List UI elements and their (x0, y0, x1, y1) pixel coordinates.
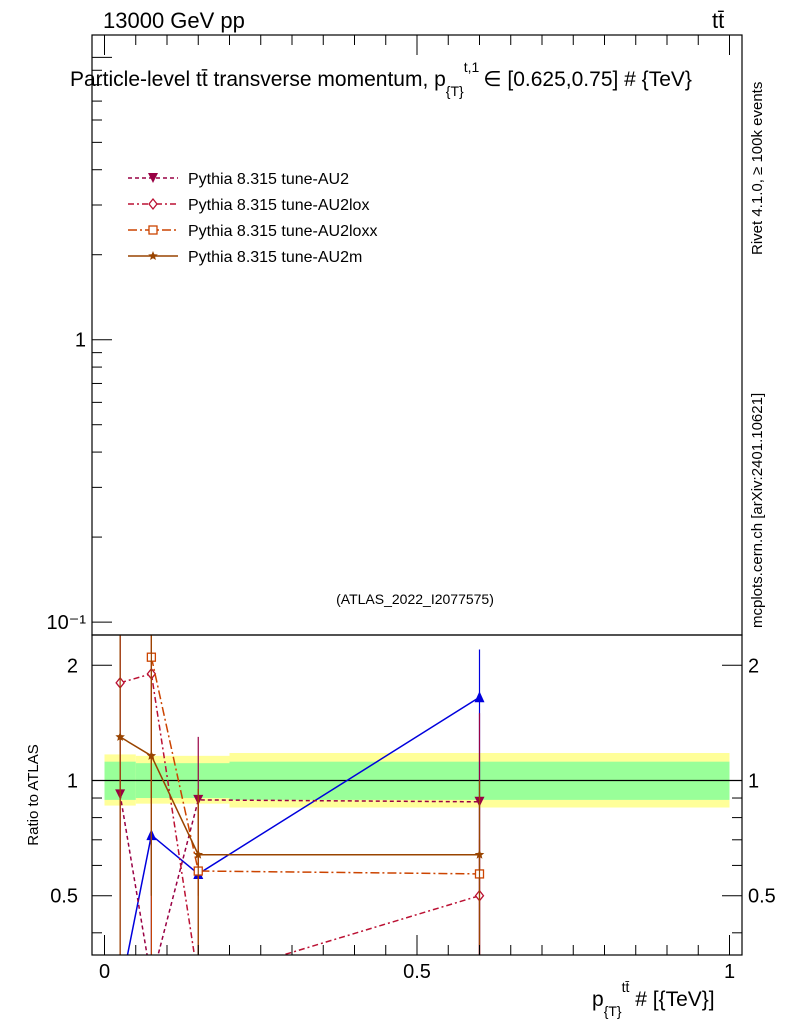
xlabel-sub: {T} (604, 1003, 622, 1019)
upper-frame (91, 34, 743, 636)
legend-entry: Pythia 8.315 tune-AU2loxx (128, 223, 377, 240)
marker-square (148, 225, 158, 235)
marker-triangle-up (115, 986, 125, 997)
marker-star (193, 849, 203, 859)
marker-triangle-down (146, 976, 156, 986)
ratio-tick-label-left: 2 (67, 655, 78, 677)
marker-triangle-down (148, 173, 158, 183)
upper-panel: 1 10⁻¹ (ATLAS_2022_I2077575) (47, 34, 743, 636)
series-line (119, 736, 480, 856)
marker-star (115, 731, 125, 741)
legend: Pythia 8.315 tune-AU2 Pythia 8.315 tune-A… (128, 171, 377, 266)
ratio-tick-label-left: 0.5 (50, 886, 78, 908)
upper-tick-label: 1 (75, 330, 86, 352)
mcplots-label: mcplots.cern.ch [arXiv:2401.10621] (749, 393, 766, 628)
series-line (119, 794, 480, 955)
series-4 (115, 635, 485, 955)
legend-label: Pythia 8.315 tune-AU2loxx (188, 223, 377, 240)
ratio-tick-label-right: 0.5 (748, 886, 776, 908)
x-axis-label: p{T}tt̄ # [{TeV}] (592, 979, 715, 1019)
ratio-tick-label-left: 1 (67, 771, 78, 793)
title-sup: t,1 (464, 59, 480, 75)
ratio-tick-label-right: 2 (748, 655, 759, 677)
marker-diamond (194, 976, 202, 986)
marker-star (148, 251, 158, 260)
series-line (119, 672, 480, 955)
title-main: Particle-level tt̄ transverse momentum, … (70, 68, 446, 91)
plot-title: Particle-level tt̄ transverse momentum, … (70, 59, 692, 99)
title-sub: {T} (446, 83, 464, 99)
process-label: tt̄ (712, 8, 724, 33)
watermark: (ATLAS_2022_I2077575) (336, 591, 494, 607)
legend-entry: Pythia 8.315 tune-AU2lox (128, 197, 369, 214)
marker-diamond (148, 197, 158, 211)
legend-entry: Pythia 8.315 tune-AU2 (128, 171, 349, 188)
ratio-ylabel: Ratio to ATLAS (25, 744, 42, 845)
series-line (150, 657, 480, 875)
x-ticks: 0 0.5 1 (99, 35, 735, 983)
x-tick-label: 0 (99, 961, 110, 983)
ratio-panel: 0.5 0.51 12 2 0 0.5 1 Ratio to ATLAS (25, 35, 776, 997)
marker-star (146, 750, 157, 760)
xlabel-sup: tt̄ (622, 979, 630, 995)
x-tick-label: 1 (724, 961, 735, 983)
ratio-series (115, 635, 485, 997)
marker-triangle-up (474, 691, 485, 703)
ratio-tick-label-right: 1 (748, 771, 759, 793)
ratio-y-ticks: 0.5 0.5 1 1 2 2 (50, 655, 776, 934)
legend-label: Pythia 8.315 tune-AU2lox (188, 197, 369, 214)
marker-star (474, 849, 485, 859)
xlabel-main: p (592, 988, 604, 1011)
x-tick-label: 0.5 (403, 961, 431, 983)
upper-tick-label: 10⁻¹ (47, 612, 87, 634)
title-tail: ∈ [0.625,0.75] # {TeV} (483, 68, 692, 91)
series-0 (115, 649, 485, 997)
legend-label: Pythia 8.315 tune-AU2 (188, 171, 349, 188)
rivet-label: Rivet 4.1.0, ≥ 100k events (749, 82, 766, 255)
legend-label: Pythia 8.315 tune-AU2m (188, 249, 362, 266)
upper-y-ticks: 1 10⁻¹ (47, 56, 112, 636)
legend-entry: Pythia 8.315 tune-AU2m (128, 249, 362, 266)
series-line (126, 696, 480, 955)
energy-label: 13000 GeV pp (103, 8, 245, 33)
xlabel-tail: # [{TeV}] (629, 988, 714, 1011)
